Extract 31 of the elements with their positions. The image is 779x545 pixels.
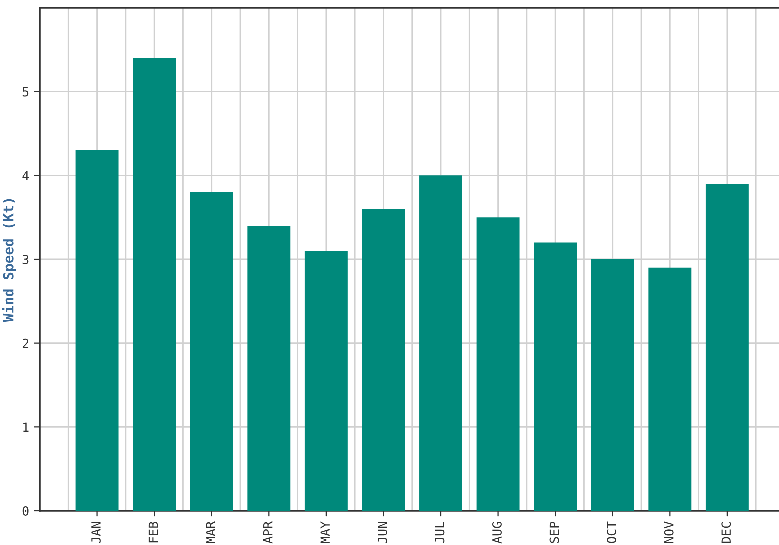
bar: [190, 192, 234, 511]
bar: [534, 242, 578, 511]
x-tick-label: MAR: [206, 521, 216, 544]
x-tick-label: APR: [264, 521, 273, 544]
y-tick-label: 0: [22, 506, 29, 516]
bar: [304, 251, 348, 511]
x-tick-label: MAY: [320, 522, 330, 544]
x-tick-label: FEB: [148, 522, 158, 543]
y-tick-label: 1: [24, 422, 29, 432]
bar: [476, 218, 520, 511]
y-tick-label: 3: [22, 255, 29, 264]
x-tick-label: JAN: [92, 522, 101, 544]
x-tick-label: JUL: [435, 522, 445, 544]
x-tick-label: DEC: [722, 522, 732, 544]
bar: [591, 260, 634, 511]
bar: [420, 176, 462, 511]
y-tick-label: 5: [22, 88, 29, 97]
x-tick-label: AUG: [492, 522, 502, 544]
y-tick-label: 2: [22, 338, 29, 348]
y-tick-label: 4: [22, 171, 29, 180]
bar: [248, 226, 291, 511]
x-tick-label: NOV: [664, 522, 674, 544]
x-tick-label: OCT: [607, 522, 617, 544]
bar: [76, 150, 119, 511]
bar: [648, 268, 692, 511]
x-tick-label: JUN: [378, 522, 388, 544]
x-tick-label: SEP: [550, 522, 560, 544]
bar: [362, 209, 406, 511]
bar: [706, 184, 749, 511]
bar: [133, 58, 176, 511]
y-axis-title: Wind Speed (Kt): [2, 199, 16, 322]
